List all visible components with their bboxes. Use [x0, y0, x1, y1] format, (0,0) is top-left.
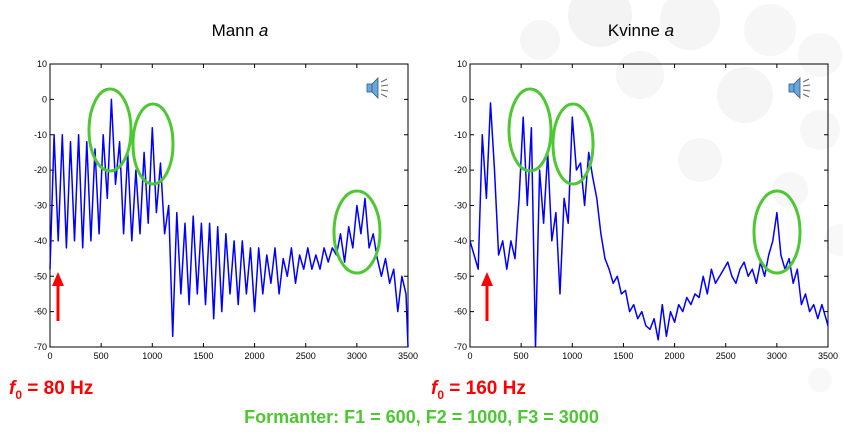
plot-frame	[469, 63, 829, 348]
y-tick-label: -70	[34, 342, 47, 352]
f0-arrow-head	[52, 272, 64, 286]
f0-arrow-head	[481, 272, 493, 286]
x-tick-label: 500	[514, 351, 529, 361]
spectrum-line	[469, 102, 829, 348]
speaker-icon	[366, 77, 389, 99]
y-tick-label: -50	[454, 271, 467, 281]
y-tick-label: 0	[42, 94, 47, 104]
x-tick-label: 3000	[767, 351, 787, 361]
formants-caption: Formanter: F1 = 600, F2 = 1000, F3 = 300…	[244, 407, 599, 427]
x-tick-label: 1500	[613, 351, 633, 361]
y-tick-label: 0	[462, 94, 467, 104]
formant-circle	[332, 189, 382, 275]
formant-circle	[551, 102, 595, 186]
y-tick-label: -20	[34, 165, 47, 175]
x-tick-label: 3500	[818, 351, 838, 361]
x-tick-label: 1000	[562, 351, 582, 361]
speaker-icon	[788, 77, 811, 99]
spectrum-line	[49, 98, 409, 348]
y-tick-label: -40	[454, 236, 467, 246]
formant-circle	[752, 189, 802, 275]
x-tick-label: 0	[47, 351, 52, 361]
x-tick-label: 2000	[245, 351, 265, 361]
x-tick-label: 1500	[193, 351, 213, 361]
right-chart-title: Kvinne a	[607, 21, 675, 40]
y-tick-label: -30	[454, 201, 467, 211]
y-tick-label: -10	[34, 130, 47, 140]
x-tick-label: 2500	[296, 351, 316, 361]
x-tick-label: 3000	[347, 351, 367, 361]
y-tick-label: -40	[34, 236, 47, 246]
right-f0-label: f0 = 160 Hz	[431, 378, 526, 402]
left-chart-title: Mann a	[211, 21, 269, 40]
y-tick-label: -10	[454, 130, 467, 140]
formant-circle	[131, 102, 175, 186]
left-f0-label: f0 = 80 Hz	[9, 378, 94, 402]
y-tick-label: 10	[457, 59, 467, 69]
y-tick-label: -60	[34, 307, 47, 317]
x-tick-label: 500	[94, 351, 109, 361]
y-tick-label: -60	[454, 307, 467, 317]
x-tick-label: 2000	[665, 351, 685, 361]
y-tick-label: -50	[34, 271, 47, 281]
x-tick-label: 2500	[716, 351, 736, 361]
x-tick-label: 3500	[398, 351, 418, 361]
x-tick-label: 1000	[142, 351, 162, 361]
formant-circle	[507, 87, 553, 173]
x-tick-label: 0	[467, 351, 472, 361]
y-tick-label: -70	[454, 342, 467, 352]
y-tick-label: 10	[37, 59, 47, 69]
y-tick-label: -30	[34, 201, 47, 211]
y-tick-label: -20	[454, 165, 467, 175]
formant-circle	[87, 87, 133, 173]
